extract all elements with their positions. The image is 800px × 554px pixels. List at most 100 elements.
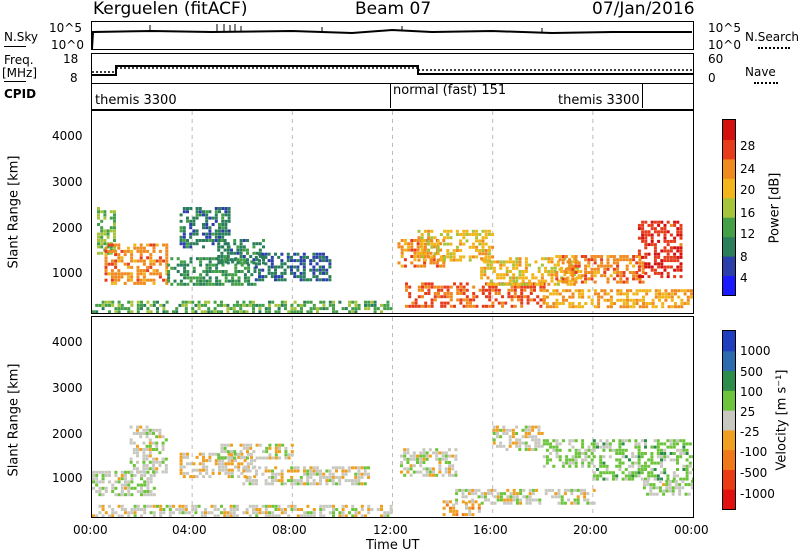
freq-legend-line	[4, 81, 26, 82]
nsearch-label: N.Search	[745, 30, 800, 44]
cpid-label: CPID	[4, 87, 37, 101]
time-tick-6: 00:00	[674, 523, 709, 537]
colorbar-segment	[723, 469, 735, 490]
velocity-colorbar	[722, 330, 736, 510]
colorbar-segment	[723, 120, 735, 140]
time-tick-5: 20:00	[573, 523, 608, 537]
time-axis-label: Time UT	[366, 538, 420, 553]
power-cb-tick-16: 16	[740, 206, 756, 220]
echo-region-8	[405, 282, 546, 308]
power-ytick-2000: 2000	[52, 221, 83, 235]
power-cb-tick-24: 24	[740, 162, 756, 176]
echo-region-11	[555, 255, 645, 284]
echo-region-6	[92, 300, 393, 313]
cpid-segment-2: normal (fast) 151	[393, 83, 507, 98]
echo-region-9	[542, 439, 594, 468]
echo-region-4	[242, 466, 370, 486]
echo-region-13	[542, 289, 693, 309]
power-cb-tick-28: 28	[740, 139, 756, 153]
echo-region-11	[642, 479, 693, 496]
echo-region-1	[129, 425, 168, 474]
colorbar-segment	[723, 178, 735, 199]
power-cb-tick-8: 8	[740, 250, 748, 264]
colorbar-segment	[723, 390, 735, 411]
colorbar-segment	[723, 275, 735, 295]
cpid-segment-1: themis 3300	[95, 93, 177, 108]
power-cb-label: Power [dB]	[767, 172, 783, 244]
echo-region-1	[104, 243, 169, 285]
noise-panel	[91, 21, 694, 50]
power-ytick-1000: 1000	[52, 266, 83, 280]
velocity-cb-label: Velocity [m s⁻¹]	[774, 369, 790, 471]
freq-unit-label: [MHz]	[2, 66, 38, 80]
nsearch-tick-high: 10^5	[708, 21, 741, 35]
velocity-cb-tick-100: 100	[740, 385, 763, 399]
echo-region-5	[92, 504, 393, 517]
nsky-tick-low: 10^0	[51, 38, 84, 52]
noise-trace	[92, 24, 692, 49]
velocity-cb-tick-minus1000: -1000	[740, 487, 775, 501]
echo-region-10	[480, 257, 583, 286]
power-colorbar-fill	[723, 120, 735, 295]
nsearch-tick-low: 10^0	[708, 38, 741, 52]
velocity-cb-tick-minus500: -500	[740, 466, 768, 480]
colorbar-segment	[723, 331, 735, 352]
power-cb-tick-12: 12	[740, 227, 756, 241]
nsky-legend-line	[4, 46, 26, 47]
colorbar-segment	[723, 410, 735, 431]
velocity-ytick-1000: 1000	[52, 471, 83, 485]
nsky-tick-high: 10^5	[49, 21, 82, 35]
power-ylabel: Slant Range [km]	[6, 155, 22, 269]
velocity-colorbar-fill	[723, 331, 735, 509]
velocity-heatmap	[92, 317, 693, 517]
velocity-ytick-4000: 4000	[52, 335, 83, 349]
colorbar-segment	[723, 217, 735, 238]
colorbar-segment	[723, 350, 735, 372]
velocity-cb-tick-1000: 1000	[740, 344, 771, 358]
echo-region-4	[217, 239, 265, 265]
velocity-cb-tick-minus25: -25	[740, 425, 760, 439]
velocity-ylabel: Slant Range [km]	[6, 363, 22, 477]
time-tick-1: 04:00	[172, 523, 207, 537]
date-title: 07/Jan/2016	[592, 0, 695, 19]
freq-panel	[91, 53, 694, 84]
power-ytick-4000: 4000	[52, 129, 83, 143]
echo-region-3	[217, 443, 294, 460]
velocity-plot	[91, 316, 694, 518]
colorbar-segment	[723, 256, 735, 277]
nave-legend-line	[754, 82, 778, 84]
power-colorbar	[722, 119, 736, 296]
echo-region-12	[637, 220, 683, 279]
power-cb-tick-4: 4	[740, 271, 748, 285]
time-tick-0: 00:00	[73, 523, 108, 537]
nsearch-legend-line	[758, 47, 790, 49]
colorbar-segment	[723, 370, 735, 391]
echo-region-3	[179, 207, 231, 249]
echo-region-10	[592, 439, 693, 481]
echo-region-6	[400, 448, 458, 477]
time-tick-2: 08:00	[272, 523, 307, 537]
beam-title: Beam 07	[355, 0, 432, 19]
time-tick-3: 12:00	[373, 523, 408, 537]
station-title: Kerguelen (fitACF)	[93, 0, 248, 19]
velocity-cb-tick-minus100: -100	[740, 445, 768, 459]
nave-tick-high: 60	[708, 52, 724, 66]
nave-label: Nave	[745, 65, 776, 79]
colorbar-segment	[723, 449, 735, 470]
echo-region-2	[167, 257, 257, 286]
echo-region-7	[442, 500, 481, 517]
freq-tick-low: 8	[70, 71, 78, 85]
power-plot	[91, 110, 694, 314]
freq-trace	[92, 65, 693, 76]
power-ytick-3000: 3000	[52, 175, 83, 189]
power-cb-tick-20: 20	[740, 183, 756, 197]
colorbar-segment	[723, 139, 735, 160]
colorbar-segment	[723, 429, 735, 451]
nave-tick-low: 0	[708, 71, 716, 85]
echo-region-8	[492, 425, 544, 451]
echo-region-9	[417, 229, 495, 262]
freq-label: Freq.	[4, 53, 34, 67]
time-tick-4: 16:00	[473, 523, 508, 537]
colorbar-segment	[723, 158, 735, 179]
echo-region-0	[97, 207, 116, 255]
